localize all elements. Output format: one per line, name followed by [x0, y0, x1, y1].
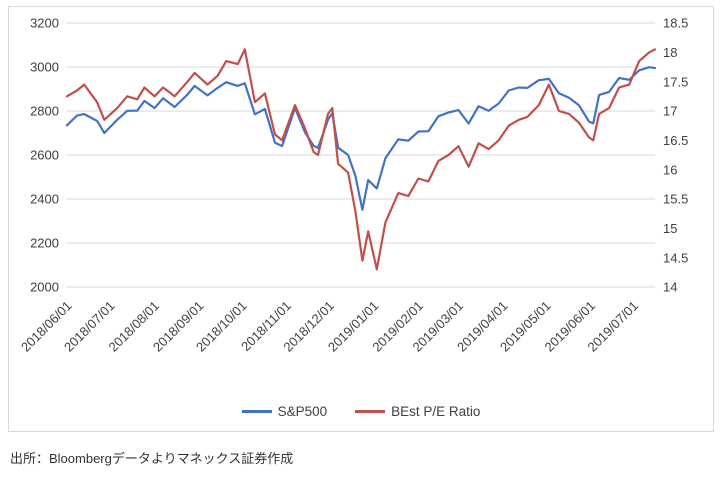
svg-text:14: 14 — [663, 280, 677, 295]
svg-text:3000: 3000 — [30, 60, 59, 75]
svg-text:16: 16 — [663, 162, 677, 177]
legend-swatch — [355, 410, 386, 413]
svg-text:18: 18 — [663, 45, 677, 60]
svg-text:3200: 3200 — [30, 16, 59, 31]
svg-text:17.5: 17.5 — [663, 74, 688, 89]
svg-text:14.5: 14.5 — [663, 250, 688, 265]
source-note: 出所：Bloombergデータよりマネックス証券作成 — [10, 451, 294, 466]
svg-text:2000: 2000 — [30, 280, 59, 295]
line-chart-svg: 2000 2200 2400 2600 2800 3000 3200 14 14.5 15 15.5… — [18, 16, 688, 355]
legend-label-sp500: S&P500 — [277, 404, 328, 419]
svg-text:17: 17 — [663, 104, 677, 119]
legend-swatch — [241, 410, 272, 413]
legend-item-pe-ratio: BEst P/E Ratio — [355, 404, 480, 419]
chart-frame: 2000 2200 2400 2600 2800 3000 3200 14 14.5 15 15.5… — [8, 6, 714, 432]
svg-text:16.5: 16.5 — [663, 133, 688, 148]
svg-text:2400: 2400 — [30, 192, 59, 207]
svg-text:18.5: 18.5 — [663, 16, 688, 31]
svg-text:2800: 2800 — [30, 104, 59, 119]
svg-text:15: 15 — [663, 221, 677, 236]
svg-text:2600: 2600 — [30, 148, 59, 163]
legend-label-pe-ratio: BEst P/E Ratio — [391, 404, 481, 419]
legend-item-sp500: S&P500 — [241, 404, 328, 419]
svg-text:2200: 2200 — [30, 236, 59, 251]
svg-text:15.5: 15.5 — [663, 192, 688, 207]
chart-legend: S&P500 BEst P/E Ratio — [9, 404, 713, 419]
